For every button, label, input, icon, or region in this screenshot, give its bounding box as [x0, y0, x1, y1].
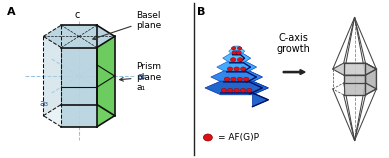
- Polygon shape: [224, 71, 263, 94]
- Ellipse shape: [203, 134, 212, 141]
- Ellipse shape: [227, 67, 233, 71]
- Polygon shape: [43, 36, 61, 127]
- Text: Prism
plane
a₁: Prism plane a₁: [120, 62, 162, 92]
- FancyArrow shape: [283, 70, 305, 75]
- Ellipse shape: [221, 88, 227, 92]
- Text: a₂: a₂: [137, 72, 147, 81]
- Ellipse shape: [230, 58, 236, 62]
- Polygon shape: [366, 69, 377, 95]
- Ellipse shape: [237, 77, 243, 81]
- Polygon shape: [221, 81, 268, 107]
- Ellipse shape: [236, 50, 241, 54]
- Polygon shape: [227, 62, 256, 82]
- Text: C-axis
growth: C-axis growth: [276, 33, 310, 54]
- Polygon shape: [230, 54, 251, 71]
- Ellipse shape: [234, 67, 239, 71]
- Ellipse shape: [224, 77, 230, 81]
- Polygon shape: [343, 75, 366, 95]
- Ellipse shape: [247, 88, 252, 92]
- Ellipse shape: [231, 77, 236, 81]
- Polygon shape: [366, 63, 377, 89]
- Polygon shape: [217, 62, 256, 72]
- Ellipse shape: [237, 47, 242, 50]
- Ellipse shape: [244, 77, 249, 81]
- Ellipse shape: [237, 58, 243, 62]
- Text: a₃: a₃: [40, 99, 49, 108]
- Ellipse shape: [232, 50, 237, 54]
- Ellipse shape: [228, 88, 233, 92]
- Ellipse shape: [234, 88, 239, 92]
- Polygon shape: [97, 25, 115, 116]
- Ellipse shape: [231, 47, 236, 50]
- Text: B: B: [197, 7, 205, 17]
- Polygon shape: [97, 36, 115, 127]
- Text: = AF(G)P: = AF(G)P: [218, 133, 259, 142]
- Polygon shape: [233, 48, 245, 62]
- Polygon shape: [61, 25, 97, 104]
- Polygon shape: [211, 71, 263, 83]
- Text: c: c: [74, 9, 80, 20]
- Polygon shape: [223, 54, 251, 62]
- Polygon shape: [229, 48, 245, 55]
- Polygon shape: [61, 48, 97, 127]
- Ellipse shape: [240, 67, 246, 71]
- Polygon shape: [43, 25, 61, 116]
- Polygon shape: [205, 81, 268, 95]
- Ellipse shape: [240, 88, 246, 92]
- Text: Basel
plane: Basel plane: [93, 11, 162, 40]
- Text: A: A: [7, 7, 15, 17]
- Polygon shape: [232, 46, 242, 50]
- Polygon shape: [43, 25, 115, 48]
- Polygon shape: [333, 63, 377, 75]
